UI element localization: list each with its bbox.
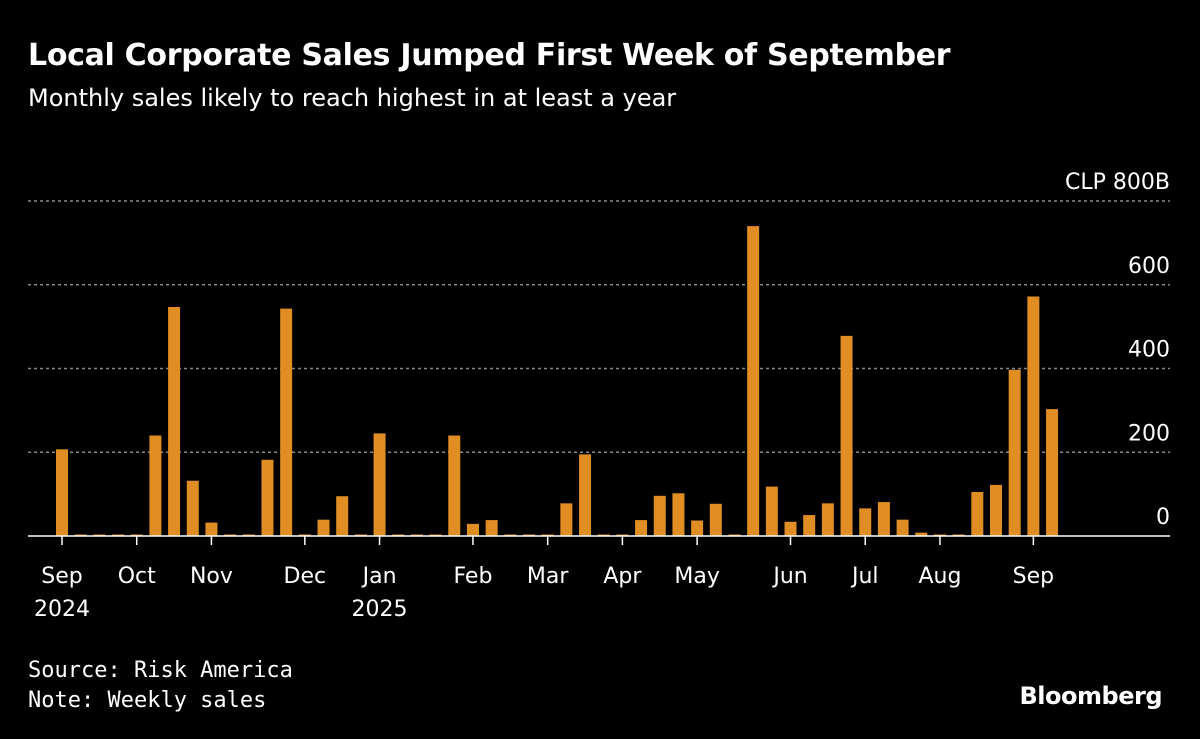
x-tick-label: Feb <box>453 564 492 589</box>
bar <box>168 306 181 536</box>
bar <box>280 308 293 536</box>
x-tick-year-label: 2025 <box>352 597 408 622</box>
bar <box>896 519 909 536</box>
bar <box>149 435 162 536</box>
bar <box>709 503 722 536</box>
y-tick-label: 400 <box>1128 338 1170 363</box>
x-tick-label: May <box>674 564 719 589</box>
bar <box>205 522 218 536</box>
x-tick-label: Jun <box>771 564 807 589</box>
bar <box>803 515 816 536</box>
bar <box>336 496 349 536</box>
footnote: Note: Weekly sales <box>28 688 267 713</box>
bar <box>990 484 1002 536</box>
gridlines <box>28 200 1170 453</box>
bar <box>261 459 274 536</box>
bar <box>747 226 760 537</box>
bar <box>915 532 928 536</box>
bar <box>579 454 592 536</box>
bar <box>971 492 984 536</box>
bar <box>635 520 648 536</box>
x-tick-label: Apr <box>603 564 642 589</box>
bar <box>672 493 685 536</box>
x-tick-label: Jul <box>850 564 879 589</box>
bar <box>1027 296 1040 536</box>
bloomberg-logo: Bloomberg <box>1019 682 1163 710</box>
bar <box>765 486 778 536</box>
axes: CLP 800B 600 400 200 0 Sep 2024 Oct Nov Dec Jan 202… <box>28 170 1170 622</box>
bar <box>317 519 330 536</box>
x-tick-year-label: 2024 <box>34 597 90 622</box>
chart-subtitle: Monthly sales likely to reach highest in… <box>28 84 677 112</box>
y-tick-label: 0 <box>1156 505 1170 530</box>
y-tick-label: 600 <box>1128 254 1170 279</box>
x-tick-label: Aug <box>918 564 961 589</box>
bar <box>373 433 386 536</box>
bar <box>466 523 479 536</box>
bars <box>56 226 1059 537</box>
bar <box>784 521 797 536</box>
bar <box>840 335 853 536</box>
bar <box>560 503 573 536</box>
x-tick-label: Dec <box>284 564 327 589</box>
x-tick-label: Oct <box>118 564 156 589</box>
bar <box>1046 409 1059 536</box>
source-note: Source: Risk America <box>28 658 293 683</box>
bar <box>821 503 834 536</box>
y-tick-label: CLP 800B <box>1065 170 1170 195</box>
x-tick-label: Sep <box>41 564 82 589</box>
bar <box>186 480 199 537</box>
y-tick-label: 200 <box>1128 421 1170 446</box>
x-tick-label: Jan <box>361 564 397 589</box>
bar <box>691 520 704 536</box>
bar <box>56 449 68 536</box>
bar <box>653 495 666 536</box>
x-tick-label: Mar <box>527 564 569 589</box>
x-tick-label: Nov <box>190 564 233 589</box>
bar <box>448 435 461 536</box>
bar <box>877 502 890 536</box>
x-tick-label: Sep <box>1013 564 1054 589</box>
bar <box>1008 369 1021 536</box>
bar <box>485 520 498 536</box>
bar <box>859 508 872 536</box>
chart-title: Local Corporate Sales Jumped First Week … <box>28 38 951 73</box>
